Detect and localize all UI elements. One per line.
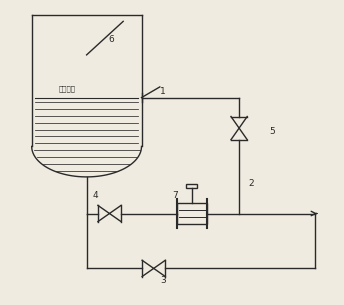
Text: 1: 1 bbox=[160, 87, 166, 96]
Text: 7: 7 bbox=[172, 191, 178, 200]
Text: 2: 2 bbox=[248, 178, 254, 188]
Text: 正常水位: 正常水位 bbox=[58, 85, 75, 92]
Text: 5: 5 bbox=[270, 127, 276, 136]
Bar bbox=[176, 203, 207, 224]
Text: 3: 3 bbox=[160, 276, 166, 285]
Text: 4: 4 bbox=[93, 191, 99, 200]
Bar bbox=[186, 184, 197, 188]
Text: 6: 6 bbox=[108, 35, 114, 44]
